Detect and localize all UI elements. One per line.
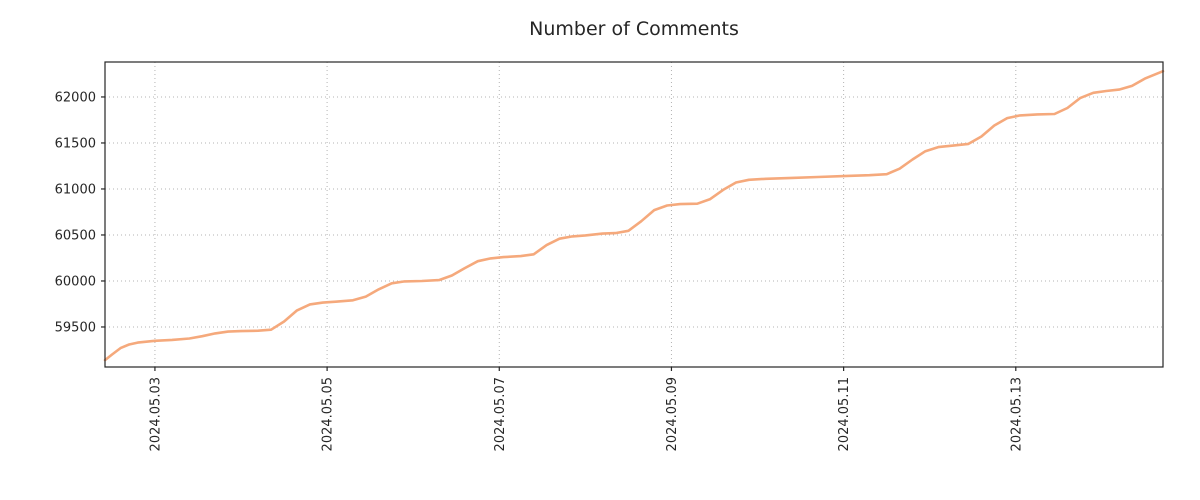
y-tick-label: 62000 bbox=[55, 90, 96, 105]
y-tick-label: 60000 bbox=[55, 274, 96, 289]
x-tick-label: 2024.05.11 bbox=[837, 377, 852, 451]
plot-border bbox=[104, 61, 1164, 368]
x-tick-label: 2024.05.13 bbox=[1009, 377, 1024, 451]
x-tick-label: 2024.05.09 bbox=[665, 377, 680, 451]
chart-title: Number of Comments bbox=[529, 18, 739, 40]
x-tick-label: 2024.05.05 bbox=[321, 377, 336, 451]
series-line bbox=[103, 69, 1165, 362]
y-tick-label: 59500 bbox=[55, 320, 96, 335]
x-tick-label: 2024.05.07 bbox=[493, 377, 508, 451]
y-tick-label: 61000 bbox=[55, 182, 96, 197]
x-tick-label: 2024.05.03 bbox=[148, 377, 163, 451]
y-tick-label: 61500 bbox=[55, 136, 96, 151]
y-tick-label: 60500 bbox=[55, 228, 96, 243]
